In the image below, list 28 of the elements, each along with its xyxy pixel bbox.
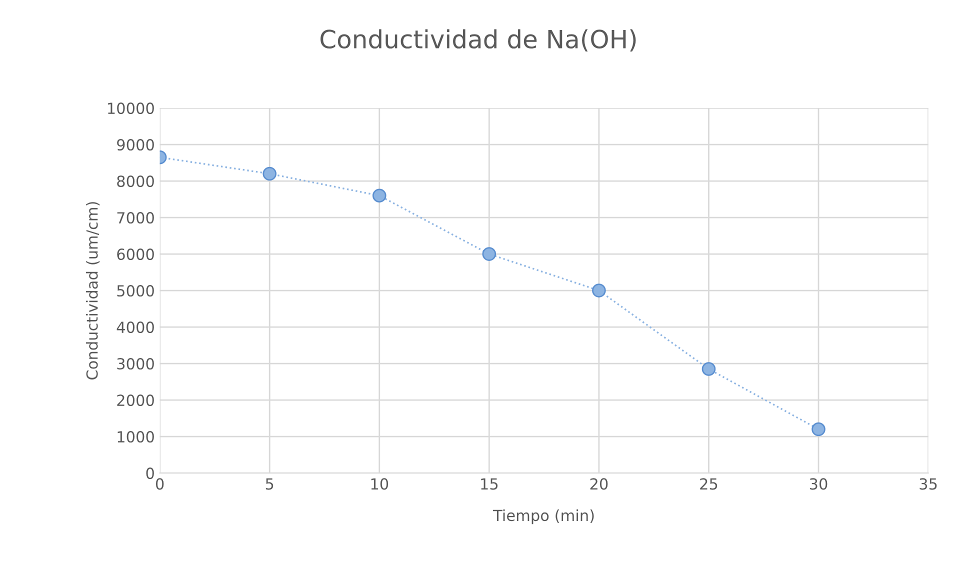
point <box>812 422 826 436</box>
x-tick-label: 25 <box>700 478 718 490</box>
y-tick-label: 1000 <box>118 431 154 443</box>
y-tick-label: 7000 <box>117 212 154 224</box>
x-tick-label: 0 <box>156 478 164 490</box>
y-tick-label: 5000 <box>117 285 154 297</box>
y-axis-title: Conductividad (um/cm) <box>86 202 100 380</box>
point <box>702 362 716 376</box>
x-axis-title: Tiempo (min) <box>493 509 594 524</box>
point <box>372 188 386 203</box>
x-tick-label: 35 <box>920 478 937 490</box>
x-tick-label: 15 <box>481 478 498 490</box>
y-tick-label: 9000 <box>117 139 154 151</box>
x-tick-label: 10 <box>371 478 388 490</box>
point <box>592 284 606 298</box>
y-tick-label: 3000 <box>117 358 154 370</box>
y-tick-label: 8000 <box>117 176 154 188</box>
point <box>482 247 496 261</box>
chart-title: Conductividad de Na(OH) <box>320 29 636 52</box>
y-tick-label: 2000 <box>117 394 154 406</box>
y-tick-label: 0 <box>146 468 154 480</box>
x-tick-label: 30 <box>810 478 828 490</box>
point <box>262 166 277 181</box>
y-tick-label: 6000 <box>117 248 154 260</box>
x-tick-label: 5 <box>266 478 274 490</box>
x-tick-label: 20 <box>590 478 608 490</box>
y-tick-label: 4000 <box>116 322 154 334</box>
y-tick-label: 10000 <box>108 102 154 114</box>
